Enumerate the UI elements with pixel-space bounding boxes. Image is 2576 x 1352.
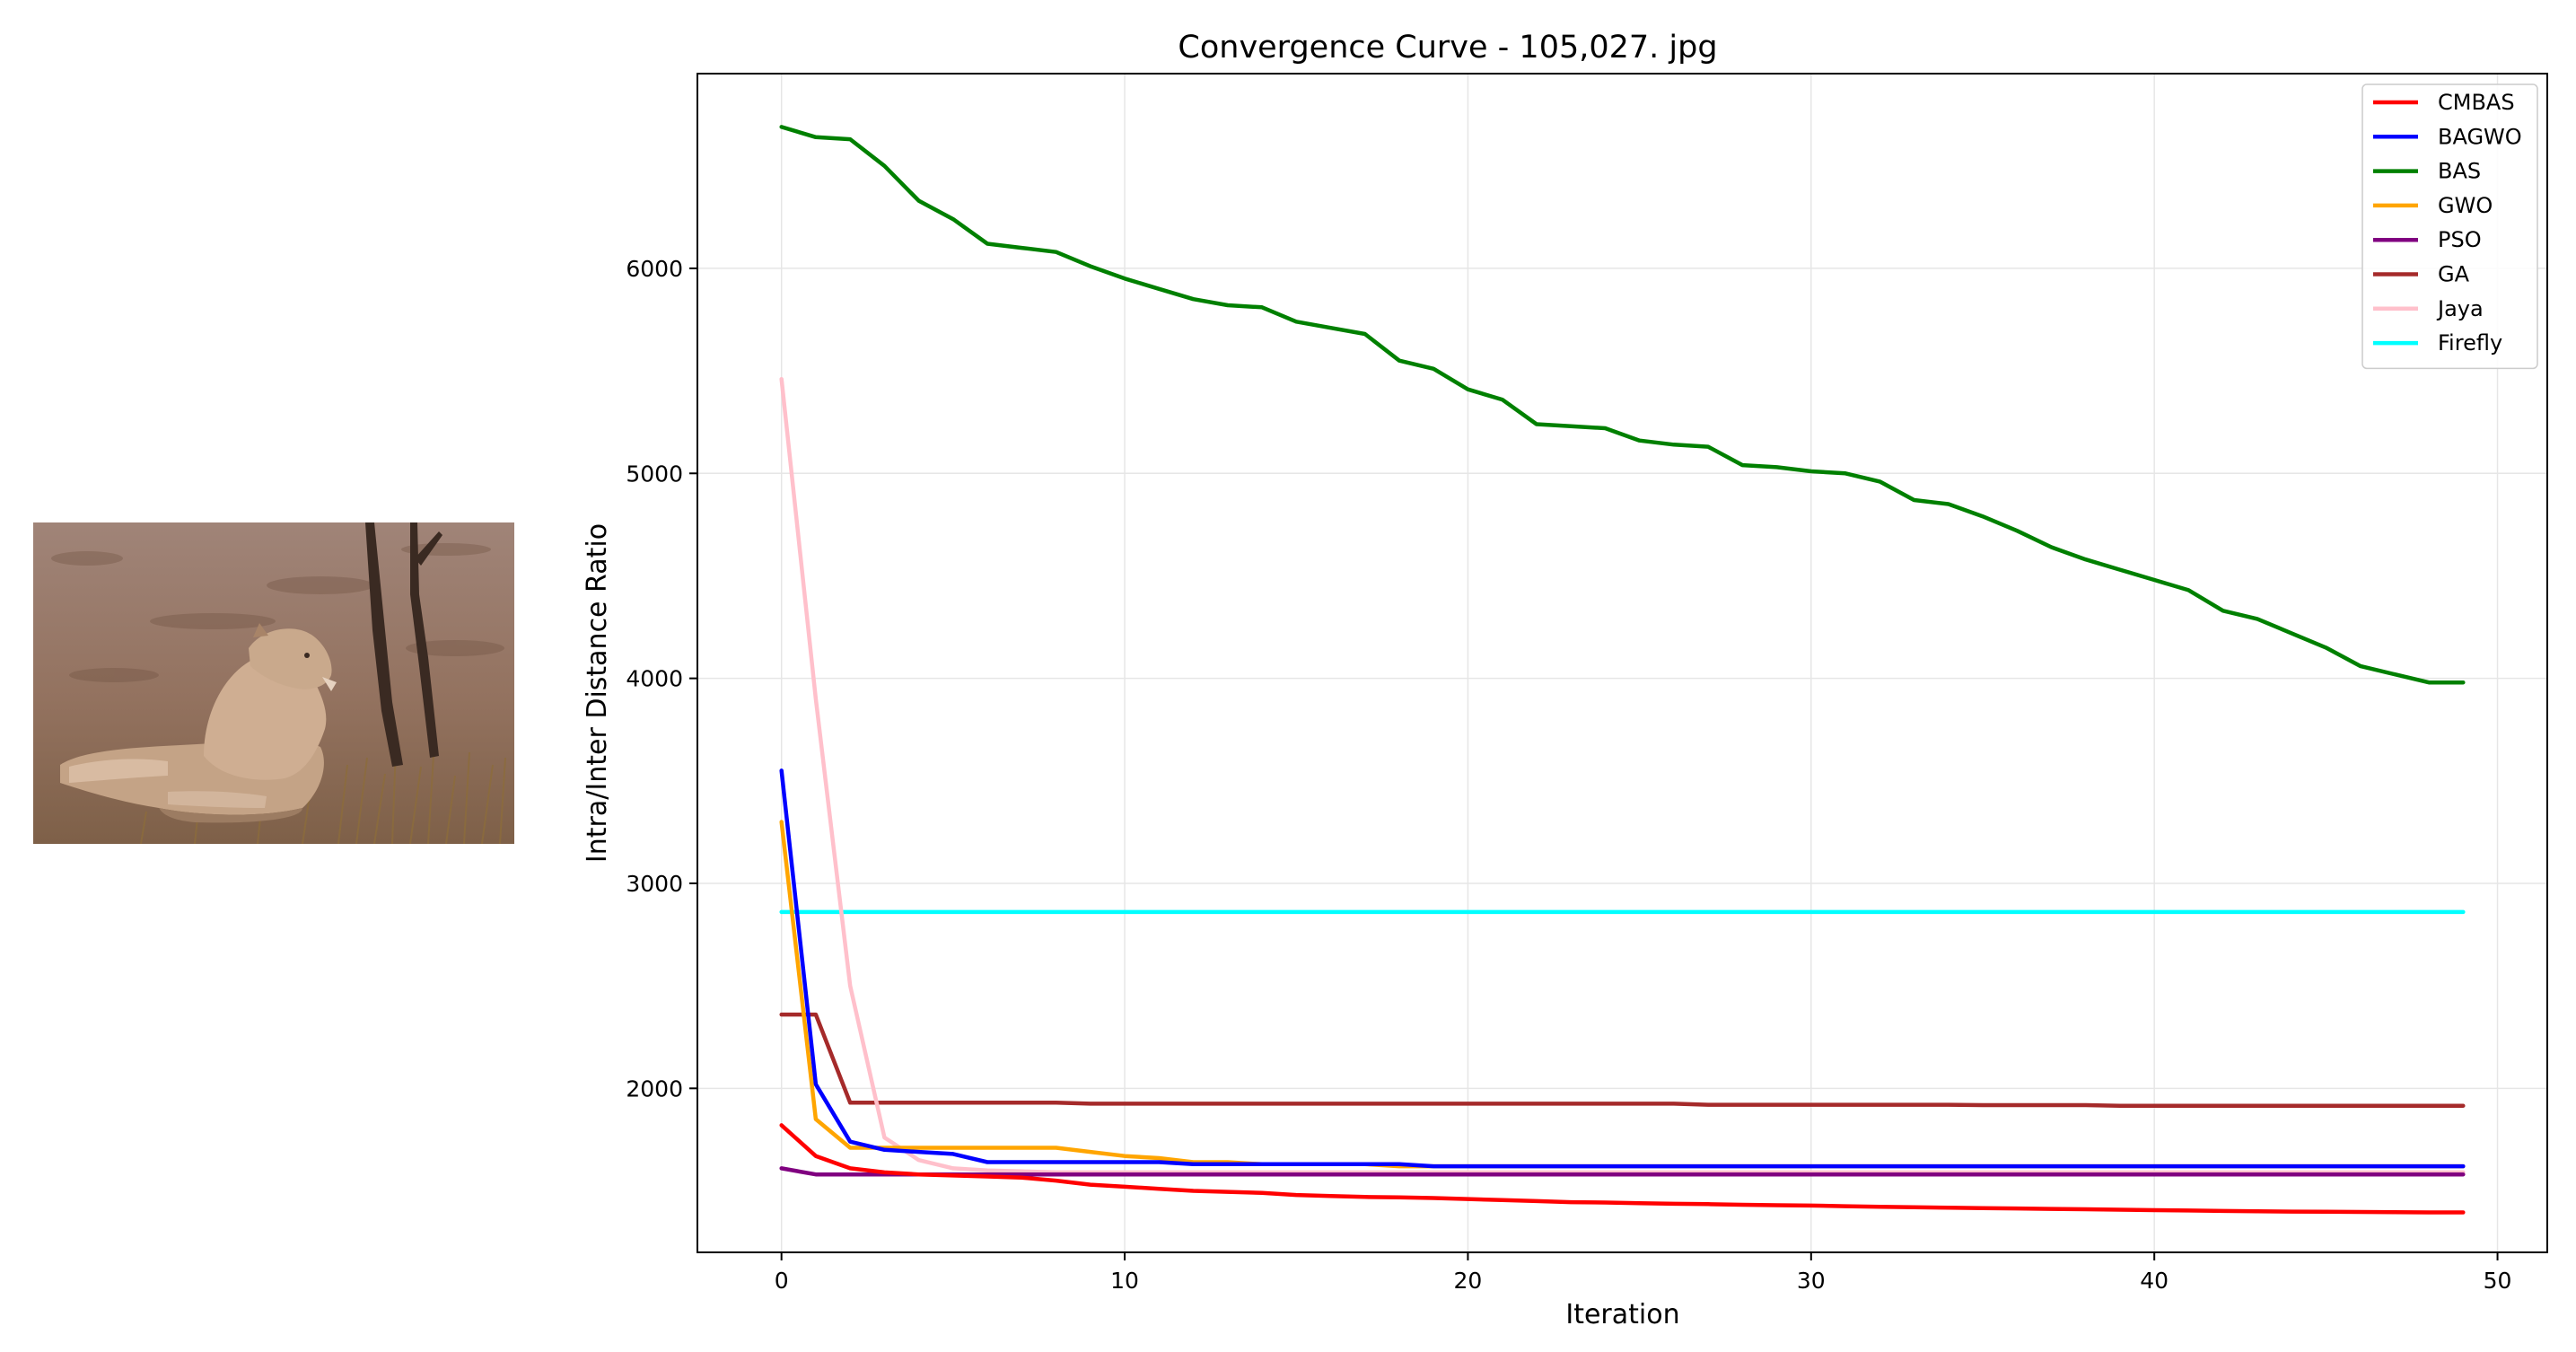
legend-box — [2361, 83, 2538, 370]
x-tick-label: 10 — [1110, 1268, 1139, 1294]
legend-label-ga: GA — [2438, 262, 2470, 287]
series-line-jaya — [779, 376, 2466, 1175]
x-tick-label: 0 — [775, 1268, 789, 1294]
legend-label-gwo: GWO — [2438, 193, 2493, 218]
series-line-bas — [779, 125, 2466, 685]
legend-label-cmbas: CMBAS — [2438, 90, 2515, 115]
x-tick-label: 50 — [2484, 1268, 2512, 1294]
axis-ticks: 0 10 20 30 40 50 2000 3000 4000 5000 6000 — [626, 256, 2511, 1294]
series-line-bagwo — [779, 768, 2466, 1169]
x-tick-label: 40 — [2140, 1268, 2169, 1294]
series-line-gwo — [779, 820, 2466, 1169]
x-tick-label: 20 — [1454, 1268, 1483, 1294]
legend-label-jaya: Jaya — [2436, 296, 2484, 321]
lioness-photo — [33, 522, 514, 844]
x-tick-label: 30 — [1797, 1268, 1826, 1294]
chart-title: Convergence Curve - 105,027. jpg — [1178, 30, 1717, 66]
y-tick-label: 2000 — [626, 1075, 683, 1102]
legend-label-pso: PSO — [2438, 227, 2482, 252]
y-tick-label: 3000 — [626, 871, 683, 897]
legend-label-bagwo: BAGWO — [2438, 124, 2522, 149]
series-line-ga — [779, 1012, 2466, 1108]
y-tick-label: 4000 — [626, 666, 683, 692]
y-tick-label: 6000 — [626, 256, 683, 282]
series-lines — [779, 125, 2466, 1215]
series-line-pso — [779, 1166, 2466, 1177]
x-axis-title: Iteration — [1565, 1299, 1679, 1330]
legend-label-firefly: Firefly — [2438, 330, 2502, 356]
plot-frame — [697, 73, 2548, 1253]
series-line-cmbas — [779, 1123, 2466, 1215]
y-axis-title: Intra/Inter Distance Ratio — [582, 523, 613, 863]
y-tick-label: 5000 — [626, 461, 683, 487]
legend-label-bas: BAS — [2438, 159, 2481, 184]
legend: CMBAS BAGWO BAS GWO PSO GA Jaya Firefly — [2361, 83, 2538, 370]
grid — [697, 74, 2547, 1252]
